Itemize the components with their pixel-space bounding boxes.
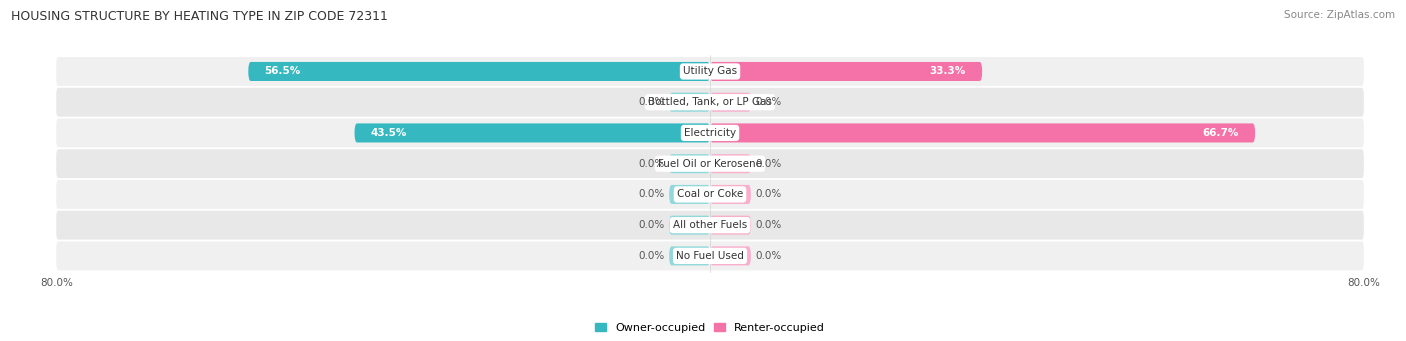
FancyBboxPatch shape (56, 180, 1364, 209)
Text: No Fuel Used: No Fuel Used (676, 251, 744, 261)
FancyBboxPatch shape (669, 93, 710, 112)
Text: Bottled, Tank, or LP Gas: Bottled, Tank, or LP Gas (648, 97, 772, 107)
Text: 0.0%: 0.0% (755, 97, 782, 107)
Text: 0.0%: 0.0% (638, 159, 665, 169)
Text: 0.0%: 0.0% (755, 189, 782, 199)
FancyBboxPatch shape (710, 185, 751, 204)
Text: 43.5%: 43.5% (371, 128, 408, 138)
Text: All other Fuels: All other Fuels (673, 220, 747, 230)
FancyBboxPatch shape (56, 118, 1364, 147)
FancyBboxPatch shape (710, 93, 751, 112)
FancyBboxPatch shape (710, 123, 1256, 143)
Text: 33.3%: 33.3% (929, 66, 966, 76)
FancyBboxPatch shape (669, 154, 710, 173)
FancyBboxPatch shape (669, 185, 710, 204)
Text: 0.0%: 0.0% (638, 189, 665, 199)
FancyBboxPatch shape (710, 62, 983, 81)
Text: Fuel Oil or Kerosene: Fuel Oil or Kerosene (658, 159, 762, 169)
Text: Electricity: Electricity (683, 128, 737, 138)
FancyBboxPatch shape (56, 88, 1364, 117)
Text: Coal or Coke: Coal or Coke (676, 189, 744, 199)
Text: 0.0%: 0.0% (755, 159, 782, 169)
Text: 0.0%: 0.0% (638, 97, 665, 107)
Text: 0.0%: 0.0% (638, 251, 665, 261)
Text: 0.0%: 0.0% (755, 220, 782, 230)
Text: 56.5%: 56.5% (264, 66, 301, 76)
FancyBboxPatch shape (56, 149, 1364, 178)
Text: Utility Gas: Utility Gas (683, 66, 737, 76)
Text: 0.0%: 0.0% (755, 251, 782, 261)
FancyBboxPatch shape (669, 246, 710, 265)
FancyBboxPatch shape (249, 62, 710, 81)
FancyBboxPatch shape (354, 123, 710, 143)
FancyBboxPatch shape (56, 57, 1364, 86)
FancyBboxPatch shape (710, 216, 751, 235)
Text: Source: ZipAtlas.com: Source: ZipAtlas.com (1284, 10, 1395, 20)
Text: 0.0%: 0.0% (638, 220, 665, 230)
FancyBboxPatch shape (710, 246, 751, 265)
Text: 66.7%: 66.7% (1202, 128, 1239, 138)
Text: HOUSING STRUCTURE BY HEATING TYPE IN ZIP CODE 72311: HOUSING STRUCTURE BY HEATING TYPE IN ZIP… (11, 10, 388, 23)
FancyBboxPatch shape (56, 241, 1364, 270)
Legend: Owner-occupied, Renter-occupied: Owner-occupied, Renter-occupied (591, 318, 830, 337)
FancyBboxPatch shape (56, 211, 1364, 240)
FancyBboxPatch shape (710, 154, 751, 173)
FancyBboxPatch shape (669, 216, 710, 235)
